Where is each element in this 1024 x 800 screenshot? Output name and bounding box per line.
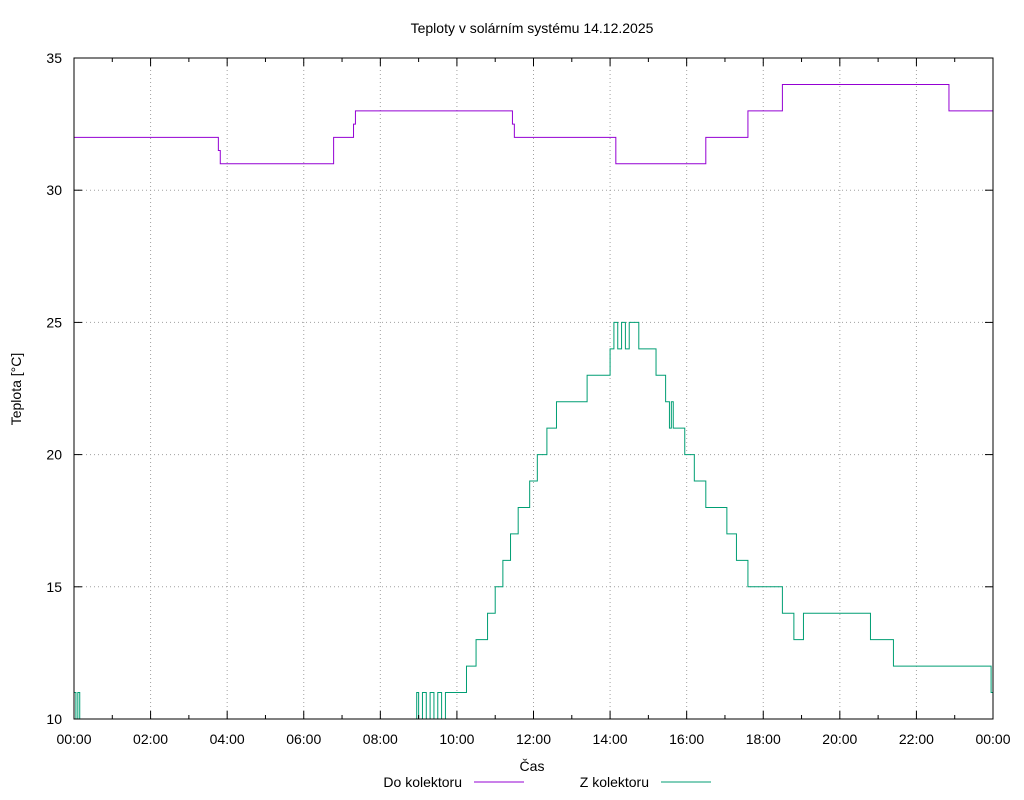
legend: Do kolektoru Z kolektoru	[383, 774, 711, 790]
x-tick-label: 18:00	[746, 731, 781, 747]
plot-frame	[73, 57, 994, 720]
legend-label-z-kolektoru: Z kolektoru	[580, 774, 649, 790]
y-tick-labels: 10 15 20 25 30 35	[46, 50, 62, 727]
chart-title: Teploty v solárním systému 14.12.2025	[411, 20, 654, 36]
x-tick-label: 14:00	[593, 731, 628, 747]
series-line-do-kolektoru	[74, 83, 993, 165]
x-tick-label: 16:00	[669, 731, 704, 747]
y-tick-label: 35	[46, 50, 62, 66]
legend-label-do-kolektoru: Do kolektoru	[383, 774, 462, 790]
x-axis-label: Čas	[520, 758, 545, 774]
x-tick-label: 22:00	[899, 731, 934, 747]
y-tick-label: 15	[46, 579, 62, 595]
grid	[74, 58, 993, 719]
y-tick-label: 20	[46, 447, 62, 463]
x-tick-label: 08:00	[363, 731, 398, 747]
x-tick-label: 12:00	[516, 731, 551, 747]
y-tick-label: 25	[46, 314, 62, 330]
y-axis-label: Teplota [°C]	[8, 353, 24, 426]
x-tick-label: 02:00	[133, 731, 168, 747]
x-tick-label: 06:00	[286, 731, 321, 747]
x-tick-labels: 00:00 02:00 04:00 06:00 08:00 10:00 12:00 14:00…	[56, 731, 1010, 747]
ticks	[73, 57, 994, 720]
x-tick-label: 00:00	[975, 731, 1010, 747]
x-tick-label: 10:00	[439, 731, 474, 747]
x-tick-label: 00:00	[56, 731, 91, 747]
series-line-z-kolektoru	[74, 321, 993, 720]
x-tick-label: 04:00	[210, 731, 245, 747]
y-tick-label: 30	[46, 182, 62, 198]
x-tick-label: 20:00	[822, 731, 857, 747]
series-layer	[74, 83, 993, 720]
y-tick-label: 10	[46, 711, 62, 727]
